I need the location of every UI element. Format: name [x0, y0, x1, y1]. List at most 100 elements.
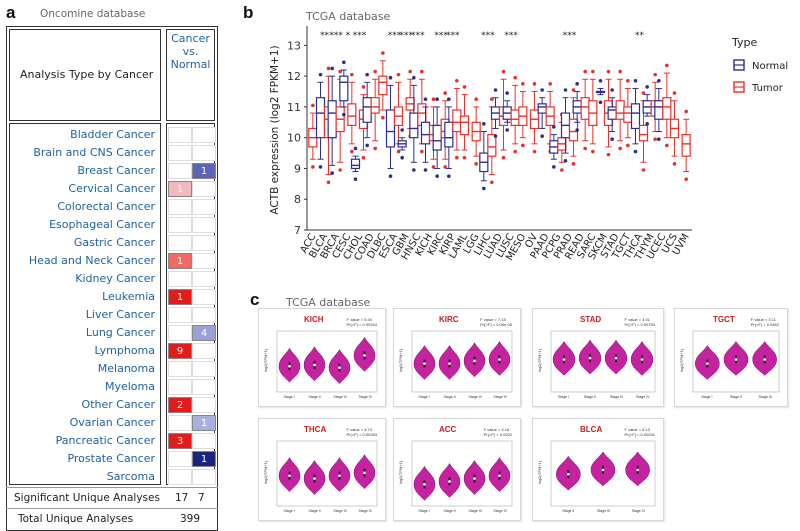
overexpression-cell[interactable] — [168, 307, 192, 323]
cancer-name[interactable]: Cervical Cancer — [68, 182, 155, 195]
cancer-name[interactable]: Myeloma — [104, 380, 155, 393]
overexpression-cell[interactable]: 1 — [168, 289, 192, 305]
panel-c-letter: c — [250, 290, 260, 309]
f-value: F value = 3.11 — [750, 317, 776, 322]
overexpression-cell[interactable] — [168, 127, 192, 143]
underexpression-cell[interactable] — [192, 145, 216, 161]
overexpression-cell[interactable] — [168, 325, 192, 341]
underexpression-cell[interactable] — [192, 469, 216, 485]
violin-median-dot — [423, 362, 426, 365]
violin-stats: F value = 7.18 Pr(>F) = 9.06e-05 — [480, 317, 512, 327]
normal-outlier — [645, 85, 649, 89]
cancer-name[interactable]: Bladder Cancer — [70, 128, 155, 141]
tumor-outlier — [338, 69, 342, 74]
cancer-name[interactable]: Breast Cancer — [77, 164, 155, 177]
cancer-name[interactable]: Leukemia — [102, 290, 155, 303]
tumor-box — [681, 134, 691, 157]
overexpression-cell[interactable] — [168, 271, 192, 287]
underexpression-cell[interactable] — [192, 181, 216, 197]
underexpression-cell[interactable] — [192, 235, 216, 251]
tumor-outlier — [490, 180, 494, 185]
y-axis-label: ACTB expression (log2 FPKM+1) — [269, 45, 281, 214]
violin-median-dot — [473, 359, 476, 363]
overexpression-cell[interactable] — [168, 163, 192, 179]
overexpression-cell[interactable]: 1 — [168, 253, 192, 269]
normal-outlier — [493, 88, 498, 92]
cancer-name[interactable]: Other Cancer — [81, 398, 155, 411]
violin-median-dot — [588, 356, 592, 360]
cancer-name[interactable]: Lung Cancer — [85, 326, 155, 339]
underexpression-cell[interactable]: 1 — [192, 415, 216, 431]
tumor-outlier — [462, 155, 467, 160]
cancer-name[interactable]: Lymphoma — [94, 344, 155, 357]
overexpression-cell[interactable] — [168, 145, 192, 161]
cancer-name[interactable]: Kidney Cancer — [75, 272, 155, 285]
underexpression-cell[interactable] — [192, 307, 216, 323]
tumor-outlier — [532, 149, 537, 154]
significance-mark: *** — [563, 31, 577, 41]
cancer-name[interactable]: Prostate Cancer — [67, 452, 155, 465]
significance-mark: ** — [320, 31, 330, 41]
violin-median-dot — [288, 364, 291, 368]
underexpression-cell[interactable] — [192, 343, 216, 359]
underexpression-cell[interactable] — [192, 397, 216, 413]
violin-median-dot — [640, 358, 644, 361]
underexpression-cell[interactable] — [192, 127, 216, 143]
tumor-outlier — [381, 115, 385, 120]
cancer-name[interactable]: Ovarian Cancer — [69, 416, 155, 429]
violin-median-dot — [498, 474, 501, 477]
underexpression-cell[interactable]: 1 — [192, 163, 216, 179]
normal-outlier — [330, 66, 334, 71]
normal-outlier — [482, 122, 486, 126]
tumor-outlier — [571, 162, 576, 166]
underexpression-cell[interactable] — [192, 217, 216, 233]
violin-median-dot — [763, 358, 766, 361]
overexpression-cell[interactable] — [168, 379, 192, 395]
violin-median-dot — [473, 477, 476, 480]
cancer-name[interactable]: Sarcoma — [106, 470, 155, 483]
cancer-name[interactable]: Colorectal Cancer — [57, 200, 155, 213]
p-value: Pr(>F) = 0.0462 — [750, 322, 779, 327]
underexpression-cell[interactable]: 4 — [192, 325, 216, 341]
underexpression-cell[interactable] — [192, 361, 216, 377]
normal-outlier — [400, 155, 404, 160]
violin-plot-title: KIRC — [439, 315, 459, 324]
cancer-name[interactable]: Pancreatic Cancer — [55, 434, 155, 447]
overexpression-cell[interactable] — [168, 361, 192, 377]
cancer-name[interactable]: Brain and CNS Cancer — [33, 146, 155, 159]
overexpression-cell[interactable] — [168, 217, 192, 233]
overexpression-cell[interactable] — [168, 415, 192, 431]
overexpression-cell[interactable] — [168, 469, 192, 485]
overexpression-cell[interactable]: 1 — [168, 181, 192, 197]
f-value: F value = 7.18 — [480, 317, 506, 322]
normal-outlier — [598, 100, 603, 105]
underexpression-cell[interactable] — [192, 379, 216, 395]
underexpression-cell[interactable] — [192, 271, 216, 287]
overexpression-cell[interactable] — [168, 199, 192, 215]
overexpression-cell[interactable]: 3 — [168, 433, 192, 449]
underexpression-cell[interactable]: 1 — [192, 451, 216, 467]
normal-outlier — [563, 88, 568, 92]
underexpression-cell[interactable] — [192, 253, 216, 269]
overexpression-cell[interactable]: 9 — [168, 343, 192, 359]
overexpression-cell[interactable] — [168, 451, 192, 467]
overexpression-cell[interactable] — [168, 235, 192, 251]
cancer-name[interactable]: Esophageal Cancer — [49, 218, 155, 231]
underexpression-cell[interactable] — [192, 199, 216, 215]
cancer-row: Leukemia 1 — [6, 287, 218, 307]
cancer-row: Brain and CNS Cancer — [6, 143, 218, 163]
cancer-name[interactable]: Liver Cancer — [85, 308, 155, 321]
violin-stage-label: Stage II — [443, 509, 456, 513]
violin-svg — [692, 330, 780, 393]
oncomine-table: Analysis Type by Cancer Cancer vs. Norma… — [6, 26, 218, 531]
underexpression-cell[interactable] — [192, 289, 216, 305]
cancer-name[interactable]: Melanoma — [97, 362, 155, 375]
tumor-outlier — [672, 162, 677, 166]
overexpression-cell[interactable]: 2 — [168, 397, 192, 413]
underexpression-cell[interactable] — [192, 433, 216, 449]
cancer-name[interactable]: Head and Neck Cancer — [28, 254, 155, 267]
cancer-name[interactable]: Gastric Cancer — [73, 236, 155, 249]
violin-stage-label: Stage IV — [631, 509, 646, 513]
significance-mark: * — [346, 31, 351, 41]
header-analysis-type: Analysis Type by Cancer — [20, 68, 154, 81]
